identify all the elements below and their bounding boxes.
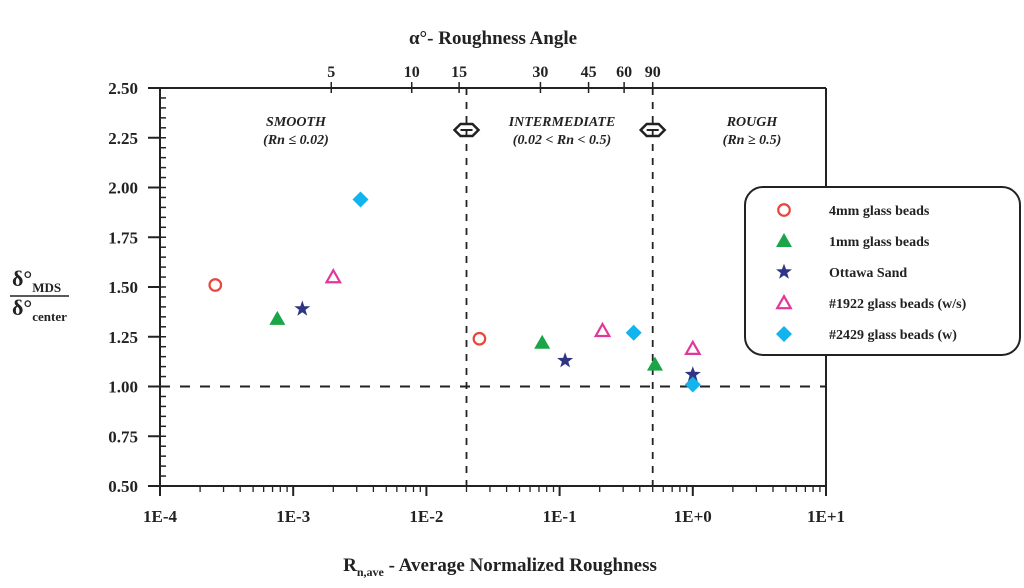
data-point-diamond [684,376,701,393]
region-labels: SMOOTH (Rn ≤ 0.02) INTERMEDIATE (0.02 < Rn … [263,115,781,148]
data-point-triangle-open [684,339,702,355]
double-arrow-icon [638,122,667,138]
data-point-diamond [352,191,369,208]
data-point-triangle-open [593,321,612,338]
x-tick-label: 1E-3 [276,507,310,526]
legend-marker-triangle-filled [776,233,792,247]
data-point-triangle-filled [534,334,551,349]
top-tick-label: 30 [532,64,548,81]
svg-text:δ°MDS: δ°MDS [12,266,61,295]
y-tick-label: 0.75 [108,427,138,446]
top-axis: 5 10 15 30 45 60 90 [327,64,661,93]
x-axis: 1E-4 1E-3 1E-2 1E-1 1E+0 1E+1 [143,486,845,526]
x-tick-label: 1E-1 [543,507,577,526]
data-point-triangle-filled [646,356,663,371]
legend-label: Ottawa Sand [829,266,907,281]
y-tick-label: 0.50 [108,477,138,496]
y-tick-label: 1.50 [108,278,138,297]
top-tick-label: 60 [616,64,632,81]
region-range: (Rn ≤ 0.02) [263,133,329,148]
plot-frame [148,87,827,494]
data-point-star [684,366,701,382]
legend-marker-star [776,263,792,279]
legend-marker-triangle-open [775,293,793,310]
data-points [208,191,702,393]
y-tick-label: 2.50 [108,79,138,98]
legend-label: 1mm glass beads [829,235,930,250]
x-tick-label: 1E-4 [143,507,178,526]
svg-text:δ°center: δ°center [12,295,67,324]
legend-label: #1922 glass beads (w/s) [829,297,967,312]
y-axis-title: δ°MDS δ°center [10,266,69,324]
region-name: SMOOTH [266,115,327,130]
y-axis: 0.50 0.75 1.00 1.25 1.50 1.75 2.00 2.25 2.50 [108,79,166,496]
legend-marker-circle-open [777,203,791,217]
legend-label: #2429 glass beads (w) [829,328,957,343]
region-name: ROUGH [726,115,779,130]
top-tick-label: 15 [451,64,467,81]
top-tick-label: 90 [645,64,661,81]
top-tick-label: 10 [404,64,420,81]
double-arrow-icon [452,122,481,138]
guide-lines [160,88,826,486]
top-axis-title: α°- Roughness Angle [409,28,577,49]
data-point-triangle-filled [269,310,286,325]
x-tick-label: 1E+0 [674,507,712,526]
top-tick-label: 45 [581,64,597,81]
region-range: (Rn ≥ 0.5) [723,133,782,148]
y-tick-label: 2.25 [108,129,138,148]
data-point-star [294,300,311,316]
legend-label: 4mm glass beads [829,204,930,219]
region-range: (0.02 < Rn < 0.5) [513,133,611,148]
data-point-circle-open [208,278,223,292]
y-tick-label: 1.25 [108,328,138,347]
y-tick-label: 1.75 [108,228,138,247]
y-tick-label: 1.00 [108,378,138,397]
legend: 4mm glass beads 1mm glass beads Ottawa San… [744,186,1021,356]
legend-box [744,186,1021,356]
data-point-diamond [625,324,642,341]
data-point-triangle-open [324,268,342,284]
x-axis-title: Rn,ave - Average Normalized Roughness [343,555,657,579]
top-tick-label: 5 [327,64,335,81]
x-tick-label: 1E+1 [807,507,845,526]
legend-marker-diamond [776,326,792,342]
data-point-star [557,352,574,368]
y-tick-label: 2.00 [108,179,138,198]
region-name: INTERMEDIATE [508,115,616,130]
x-tick-label: 1E-2 [409,507,443,526]
data-point-circle-open [472,331,487,346]
